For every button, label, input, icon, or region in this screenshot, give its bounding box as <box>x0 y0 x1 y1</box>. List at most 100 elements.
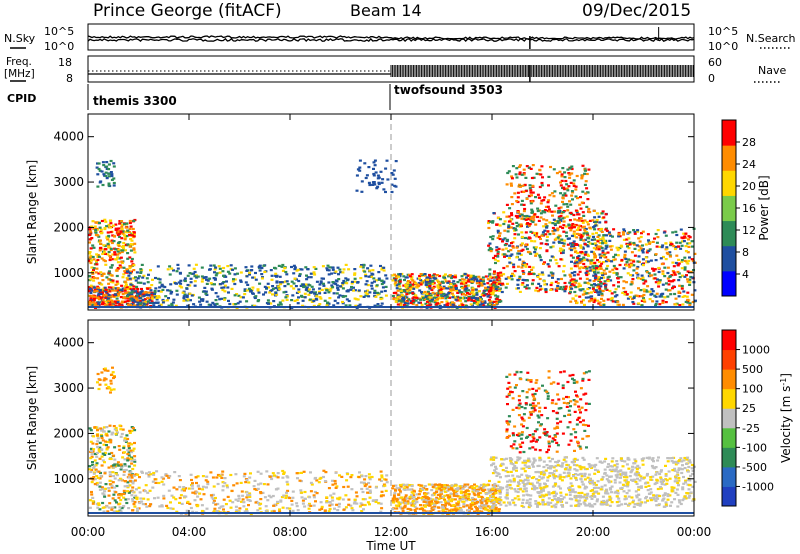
velocity-pixel <box>309 481 313 484</box>
power-pixel <box>562 188 566 191</box>
power-pixel <box>578 270 582 273</box>
velocity-pixel <box>340 475 344 478</box>
power-pixel <box>669 241 673 244</box>
power-pixel <box>233 282 237 286</box>
power-pixel <box>414 294 418 297</box>
power-pixel <box>510 196 514 199</box>
power-pixel <box>490 283 494 286</box>
power-pixel <box>631 274 635 277</box>
power-pixel <box>423 274 427 277</box>
velocity-pixel <box>282 494 286 497</box>
nsearch-label: N.Search <box>746 32 796 45</box>
power-pixel <box>377 277 381 280</box>
power-pixel <box>222 281 226 284</box>
power-pixel <box>556 221 560 224</box>
power-pixel <box>600 254 604 257</box>
power-pixel <box>398 280 402 283</box>
power-pixel <box>663 266 667 269</box>
power-pixel <box>358 169 362 172</box>
velocity-pixel <box>113 428 117 431</box>
power-pixel <box>677 258 681 261</box>
power-pixel <box>632 295 636 298</box>
power-pixel <box>498 218 502 221</box>
velocity-pixel <box>130 494 134 497</box>
power-pixel <box>686 242 690 245</box>
power-pixel <box>435 299 439 302</box>
power-pixel <box>172 269 175 272</box>
power-pixel <box>428 304 432 307</box>
power-pixel <box>377 278 381 281</box>
power-pixel <box>601 237 605 240</box>
power-pixel <box>97 298 101 301</box>
power-pixel <box>107 299 111 302</box>
power-pixel <box>686 262 690 265</box>
power-pixel <box>568 247 572 250</box>
power-pixel <box>433 301 437 304</box>
power-pixel <box>672 279 676 282</box>
power-pixel <box>596 291 600 294</box>
power-pixel <box>123 280 127 283</box>
power-pixel <box>274 291 278 295</box>
power-pixel <box>200 275 204 278</box>
velocity-pixel <box>243 510 247 513</box>
power-pixel <box>116 253 120 256</box>
power-pixel <box>91 303 95 306</box>
velocity-pixel <box>148 505 152 508</box>
velocity-pixel <box>328 501 331 504</box>
velocity-pixel <box>91 450 95 453</box>
velocity-pixel <box>167 489 171 492</box>
power-pixel <box>501 248 505 251</box>
velocity-pixel <box>221 485 225 488</box>
power-pixel <box>138 297 142 300</box>
power-pixel <box>130 239 134 242</box>
power-pixel <box>626 245 629 248</box>
velocity-pixel <box>205 507 209 510</box>
power-pixel <box>548 221 552 224</box>
power-pixel <box>192 272 196 275</box>
power-pixel <box>488 268 492 271</box>
power-pixel <box>571 198 574 201</box>
power-pixel <box>150 294 154 297</box>
velocity-pixel <box>245 491 249 494</box>
velocity-pixel <box>98 481 102 484</box>
power-pixel <box>217 265 221 268</box>
power-pixel <box>495 276 499 279</box>
power-pixel <box>370 272 374 275</box>
power-pixel <box>391 279 395 282</box>
power-pixel <box>520 283 524 286</box>
power-pixel <box>521 260 525 263</box>
power-pixel <box>529 230 533 233</box>
power-pixel <box>577 224 581 227</box>
power-pixel <box>341 295 345 298</box>
power-pixel <box>135 290 139 293</box>
power-pixel <box>89 278 93 281</box>
velocity-pixel <box>112 454 116 457</box>
velocity-pixel <box>108 424 112 427</box>
velocity-pixel <box>119 494 123 497</box>
velocity-pixel <box>322 475 325 479</box>
velocity-pixel <box>91 442 95 445</box>
power-pixel <box>186 274 190 277</box>
power-pixel <box>688 283 692 286</box>
power-pixel <box>503 229 507 232</box>
power-pixel <box>451 296 455 299</box>
power-pixel <box>683 266 687 269</box>
velocity-pixel <box>350 507 354 510</box>
power-pixel <box>578 219 582 222</box>
power-pixel <box>588 242 592 245</box>
power-pixel <box>95 253 99 256</box>
power-pixel <box>406 287 410 290</box>
velocity-pixel <box>230 489 234 492</box>
power-pixel <box>274 272 278 275</box>
power-pixel <box>303 296 307 299</box>
power-pixel <box>271 287 275 290</box>
power-pixel <box>578 261 582 264</box>
power-pixel <box>398 288 402 291</box>
power-pixel <box>275 275 278 278</box>
power-pixel <box>158 278 162 281</box>
velocity-pixel <box>95 475 99 478</box>
power-pixel <box>492 272 496 275</box>
power-pixel <box>569 267 573 270</box>
power-pixel <box>362 263 366 266</box>
velocity-pixel <box>350 488 354 491</box>
